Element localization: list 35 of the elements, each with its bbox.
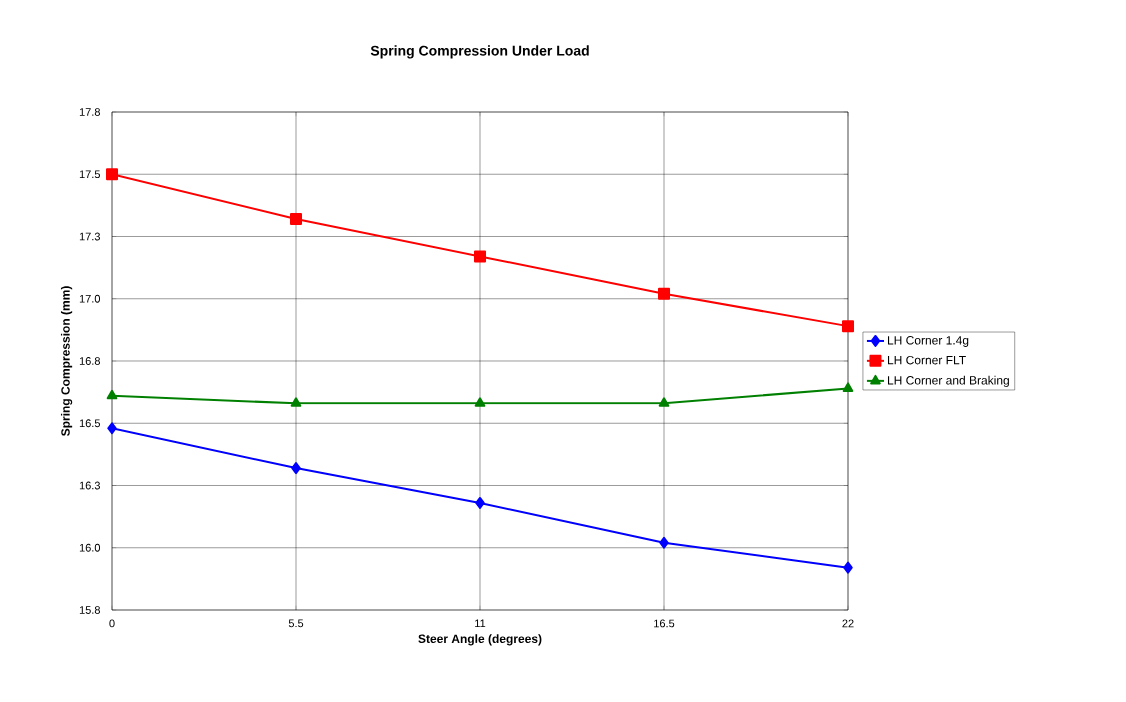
point [106, 389, 118, 400]
point [843, 561, 853, 574]
y-tick-label: 16.5 [79, 419, 100, 428]
point [842, 382, 854, 392]
y-tick-label: 17.8 [79, 108, 100, 116]
x-tick-label: 11 [475, 619, 486, 628]
y-tick-label: 17.3 [79, 232, 100, 241]
point [658, 397, 670, 407]
x-tick-label: 22 [842, 619, 854, 628]
y-axis-title: Spring Compression (mm) [60, 286, 73, 436]
point [842, 320, 855, 333]
x-tick-label: 0 [109, 619, 115, 628]
point [474, 250, 487, 263]
point [291, 462, 301, 475]
point [658, 287, 670, 300]
y-tick-label: 16.3 [79, 481, 100, 490]
x-axis-title: Steer Angle (degrees) [418, 634, 542, 646]
y-tick-label: 17.5 [79, 170, 100, 179]
x-tick-label: 5.5 [288, 619, 304, 628]
legend-label: LH Corner and Braking [887, 375, 1009, 387]
legend-label: LH Corner FLT [887, 355, 966, 365]
point [475, 496, 485, 509]
point [290, 213, 302, 226]
point [659, 536, 669, 549]
legend-label: LH Corner 1.4g [887, 336, 969, 347]
point [474, 397, 486, 407]
y-tick-label: 16.8 [79, 357, 100, 365]
y-tick-label: 17.0 [79, 294, 101, 303]
x-tick-label: 16.5 [654, 619, 675, 628]
y-tick-label: 16.0 [79, 543, 101, 552]
chart-title: Spring Compression Under Load [370, 45, 589, 59]
point [106, 168, 118, 181]
point [107, 422, 117, 435]
point [290, 397, 302, 407]
y-tick-label: 15.8 [79, 606, 100, 614]
